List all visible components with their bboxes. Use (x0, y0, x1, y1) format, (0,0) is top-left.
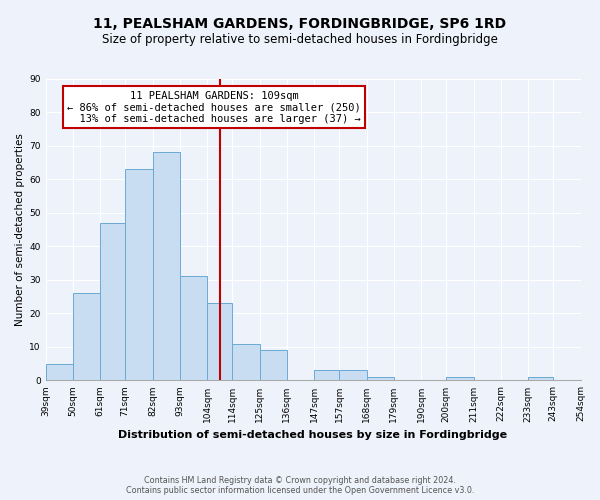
Text: Contains public sector information licensed under the Open Government Licence v3: Contains public sector information licen… (126, 486, 474, 495)
Bar (232, 344, 260, 380)
Text: 11, PEALSHAM GARDENS, FORDINGBRIDGE, SP6 1RD: 11, PEALSHAM GARDENS, FORDINGBRIDGE, SP6… (94, 18, 506, 32)
Bar (100, 223, 125, 380)
Bar (46, 364, 73, 380)
Bar (207, 304, 232, 380)
Bar (180, 276, 207, 380)
Text: Size of property relative to semi-detached houses in Fordingbridge: Size of property relative to semi-detach… (102, 32, 498, 46)
Bar (339, 370, 367, 380)
Text: 11 PEALSHAM GARDENS: 109sqm
← 86% of semi-detached houses are smaller (250)
  13: 11 PEALSHAM GARDENS: 109sqm ← 86% of sem… (67, 90, 361, 124)
Bar (446, 377, 473, 380)
Bar (125, 169, 152, 380)
Bar (260, 350, 287, 380)
Bar (314, 370, 339, 380)
Bar (152, 152, 180, 380)
Bar (528, 377, 553, 380)
Y-axis label: Number of semi-detached properties: Number of semi-detached properties (15, 133, 25, 326)
Bar (73, 293, 100, 380)
X-axis label: Distribution of semi-detached houses by size in Fordingbridge: Distribution of semi-detached houses by … (118, 430, 508, 440)
Text: Contains HM Land Registry data © Crown copyright and database right 2024.: Contains HM Land Registry data © Crown c… (144, 476, 456, 485)
Bar (367, 377, 394, 380)
